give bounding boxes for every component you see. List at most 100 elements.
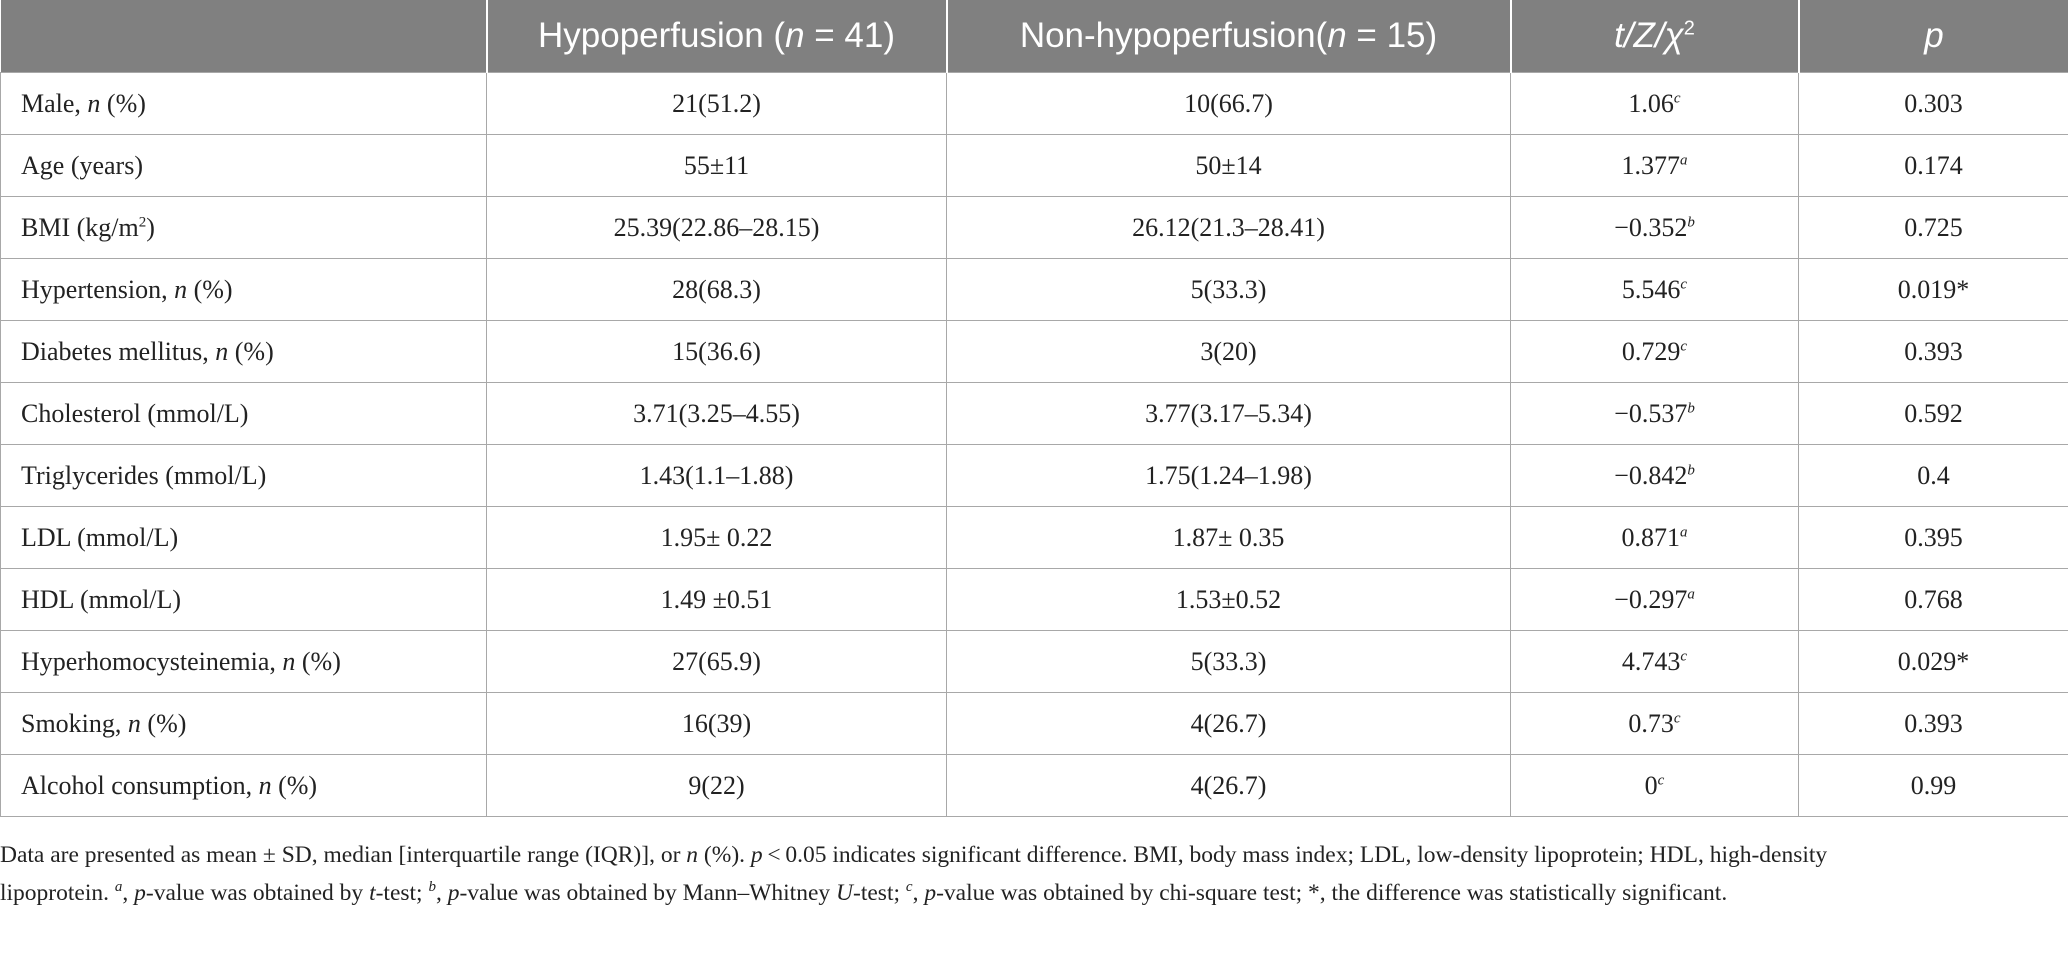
label-italic: n [127,708,141,738]
table-row: HDL (mmol/L) 1.49 ±0.51 1.53±0.52 −0.297a 0.… [0,568,2068,631]
p-value: 0.592 [1798,382,2068,445]
row-label: BMI (kg/m2) [0,196,487,259]
hypoperfusion-value: 3.71(3.25–4.55) [486,382,947,445]
p-value: 0.029* [1798,630,2068,693]
p-value: 0.303 [1798,72,2068,135]
hypoperfusion-value: 9(22) [486,754,947,817]
non-hypoperfusion-value: 4(26.7) [946,692,1511,755]
label-text: BMI (kg/m [21,212,139,242]
hypoperfusion-value: 1.49 ±0.51 [486,568,947,631]
test-marker: c [1680,647,1688,664]
header-italic: t/Z/χ [1614,16,1684,55]
statistic-number: 1.377 [1621,150,1681,180]
statistic-value: 1.377a [1510,134,1799,197]
label-text: Diabetes mellitus, [21,336,216,366]
row-label: Smoking, n (%) [0,692,487,755]
test-marker: b [1687,399,1695,416]
non-hypoperfusion-value: 3.77(3.17–5.34) [946,382,1511,445]
footnote-line-2: lipoprotein. a, p-value was obtained by … [0,879,1728,906]
label-text: Smoking, [21,708,128,738]
hypoperfusion-value: 21(51.2) [486,72,947,135]
label-text: HDL (mmol/L) [21,584,182,614]
hypoperfusion-value: 28(68.3) [486,258,947,321]
table-container: Hypoperfusion (n = 41) Non-hypoperfusion(… [0,0,2068,817]
p-value: 0.393 [1798,320,2068,383]
row-label: Age (years) [0,134,487,197]
header-text: Non-hypoperfusion( [1019,16,1328,55]
p-value: 0.99 [1798,754,2068,817]
statistic-value: 0.73c [1510,692,1799,755]
non-hypoperfusion-value: 1.53±0.52 [946,568,1511,631]
statistic-number: −0.537 [1614,398,1688,428]
statistic-value: 0c [1510,754,1799,817]
label-text: LDL (mmol/L) [21,522,179,552]
statistic-value: −0.842b [1510,444,1799,507]
hypoperfusion-value: 16(39) [486,692,947,755]
non-hypoperfusion-value: 4(26.7) [946,754,1511,817]
header-superscript: 2 [1683,17,1695,40]
hypoperfusion-value: 1.95± 0.22 [486,506,947,569]
table-row: Triglycerides (mmol/L) 1.43(1.1–1.88) 1.75… [0,444,2068,507]
label-suffix: (%) [140,708,187,738]
row-label: Diabetes mellitus, n (%) [0,320,487,383]
table-row: BMI (kg/m2) 25.39(22.86–28.15) 26.12(21.3–… [0,196,2068,259]
non-hypoperfusion-value: 50±14 [946,134,1511,197]
label-suffix: (%) [100,88,146,118]
test-marker: a [1680,151,1688,168]
p-value: 0.393 [1798,692,2068,755]
statistic-number: 0.871 [1621,522,1681,552]
label-italic: n [215,336,229,366]
test-marker: a [1680,523,1688,540]
label-italic: n [258,770,272,800]
label-suffix: (%) [295,646,341,676]
non-hypoperfusion-value: 5(33.3) [946,258,1511,321]
table-footnote: Data are presented as mean ± SD, median … [0,836,2060,912]
table-row: Age (years) 55±11 50±14 1.377a 0.174 [0,134,2068,197]
statistic-value: 0.871a [1510,506,1799,569]
row-label: Hyperhomocysteinemia, n (%) [0,630,487,693]
header-italic: p [1924,16,1944,55]
row-label: LDL (mmol/L) [0,506,487,569]
table-row: Alcohol consumption, n (%) 9(22) 4(26.7) 0c… [0,754,2068,817]
non-hypoperfusion-value: 1.87± 0.35 [946,506,1511,569]
statistic-number: 0 [1644,770,1658,800]
p-value: 0.019* [1798,258,2068,321]
column-header-1: Hypoperfusion (n = 41) [486,0,948,73]
statistic-number: 5.546 [1621,274,1681,304]
row-label: Male, n (%) [0,72,487,135]
label-text: Cholesterol (mmol/L) [21,398,249,428]
p-value: 0.725 [1798,196,2068,259]
statistic-number: −0.297 [1614,584,1688,614]
label-superscript: 2 [138,213,147,230]
test-marker: c [1673,89,1681,106]
hypoperfusion-value: 1.43(1.1–1.88) [486,444,947,507]
row-label: Hypertension, n (%) [0,258,487,321]
table-row: Diabetes mellitus, n (%) 15(36.6) 3(20) 0.7… [0,320,2068,383]
statistic-number: 0.73 [1628,708,1674,738]
statistic-number: −0.842 [1614,460,1688,490]
non-hypoperfusion-value: 1.75(1.24–1.98) [946,444,1511,507]
statistic-value: 1.06c [1510,72,1799,135]
header-row: Hypoperfusion (n = 41) Non-hypoperfusion(… [0,0,2068,73]
label-text: Alcohol consumption, [21,770,259,800]
label-italic: n [87,88,101,118]
statistic-number: 4.743 [1621,646,1681,676]
header-text: = 41) [804,16,896,55]
footnote-line-1: Data are presented as mean ± SD, median … [0,842,1828,868]
row-label: Triglycerides (mmol/L) [0,444,487,507]
statistic-value: −0.352b [1510,196,1799,259]
test-marker: c [1680,337,1688,354]
row-label: Cholesterol (mmol/L) [0,382,487,445]
header-text: Hypoperfusion ( [537,16,786,55]
label-text: Hyperhomocysteinemia, [21,646,283,676]
label-text: Age (years) [21,150,143,180]
row-label: HDL (mmol/L) [0,568,487,631]
non-hypoperfusion-value: 5(33.3) [946,630,1511,693]
table-body: Male, n (%) 21(51.2) 10(66.7) 1.06c 0.303 Age… [0,72,2068,817]
column-header-0 [0,0,488,73]
test-marker: b [1687,461,1695,478]
label-italic: n [282,646,296,676]
column-header-2: Non-hypoperfusion(n = 15) [946,0,1512,73]
test-marker: c [1657,771,1665,788]
table-row: Hypertension, n (%) 28(68.3) 5(33.3) 5.546c… [0,258,2068,321]
